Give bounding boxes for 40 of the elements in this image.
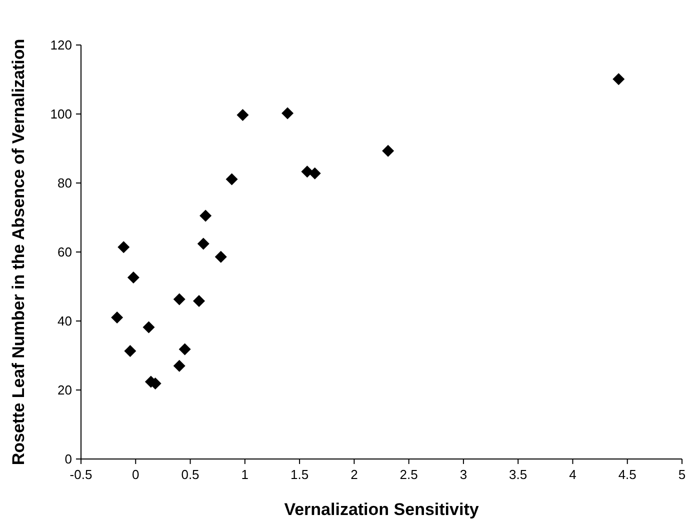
- point: [142, 321, 155, 334]
- y-tick-label: 40: [58, 314, 72, 328]
- x-tick-label: 1: [241, 467, 249, 482]
- point: [382, 144, 394, 157]
- x-tick-label: 4: [569, 467, 576, 482]
- point: [178, 343, 191, 356]
- x-axis-title: Vernalization Sensitivity: [284, 500, 480, 519]
- y-tick-label: 60: [58, 244, 72, 260]
- point: [308, 167, 321, 180]
- y-tick-label: 0: [64, 452, 72, 466]
- point: [193, 294, 206, 307]
- x-tick-label: 0.5: [181, 467, 200, 482]
- point: [301, 166, 314, 178]
- x-tick-label: 1.5: [290, 467, 309, 482]
- point: [236, 109, 249, 122]
- point: [127, 272, 140, 284]
- point: [197, 238, 210, 250]
- x-tick-label: 4.5: [618, 467, 636, 482]
- x-tick-label: 5: [678, 467, 686, 482]
- point: [200, 210, 212, 222]
- point: [173, 360, 186, 372]
- point: [118, 241, 130, 254]
- x-tick-label: 2.5: [400, 467, 418, 482]
- y-tick-label: 120: [50, 38, 72, 52]
- x-tick-label: -0.5: [70, 467, 92, 482]
- x-tick-label: 3: [460, 467, 468, 482]
- x-tick-label: 0: [132, 467, 140, 482]
- point: [111, 312, 124, 324]
- point: [124, 345, 136, 358]
- point: [226, 173, 238, 186]
- point: [612, 73, 625, 86]
- y-axis-title: Rosette Leaf Number in the Absence of Vernalization: [9, 38, 28, 466]
- point: [173, 293, 186, 306]
- x-tick-label: 3.5: [509, 467, 528, 482]
- y-tick-label: 80: [58, 176, 72, 190]
- point: [282, 107, 294, 120]
- y-tick-label: 20: [58, 382, 72, 398]
- point: [214, 250, 227, 263]
- y-tick-label: 100: [50, 106, 72, 122]
- x-tick-label: 2: [350, 467, 358, 482]
